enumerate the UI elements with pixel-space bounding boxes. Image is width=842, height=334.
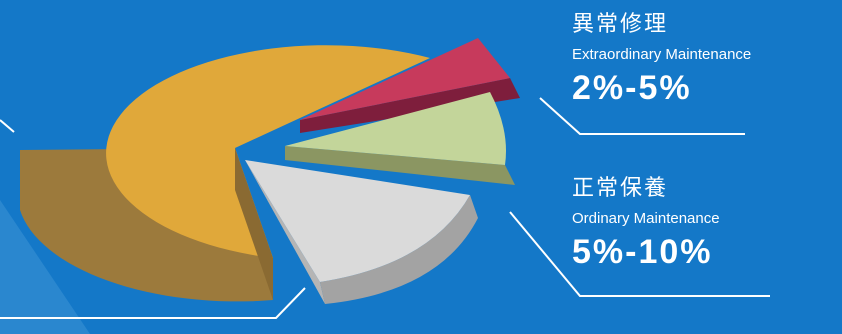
pie-slice-extraordinary — [300, 38, 510, 120]
extraordinary-label: 異常修理 Extraordinary Maintenance 2%-5% — [572, 6, 751, 108]
pie-slice-major-cut — [235, 148, 273, 300]
leader-line-left — [0, 119, 15, 133]
background-band — [0, 200, 90, 334]
pie-slice-ordinary-white-side — [320, 195, 478, 304]
extraordinary-label-en: Extraordinary Maintenance — [572, 46, 752, 63]
leader-line-ordinary — [509, 211, 770, 297]
ordinary-label-cn: 正常保養 — [572, 176, 669, 201]
ordinary-label-en: Ordinary Maintenance — [572, 210, 720, 227]
pie-slice-ordinary-green — [285, 92, 506, 165]
pie-slice-ordinary-green-side — [285, 146, 515, 185]
leader-line-bottom — [0, 287, 306, 319]
ordinary-label: 正常保養 Ordinary Maintenance 5%-10% — [572, 170, 720, 272]
extraordinary-label-cn: 異常修理 — [572, 12, 669, 37]
extraordinary-percentage: 2%-5% — [572, 69, 692, 107]
ordinary-percentage: 5%-10% — [572, 233, 713, 271]
pie-slice-ordinary-white-cut — [245, 160, 325, 304]
pie-slice-ordinary-white — [245, 160, 470, 282]
leader-line-extraordinary — [539, 97, 745, 135]
pie-slice-extraordinary-side — [300, 78, 520, 133]
pie-slice-major — [106, 45, 431, 258]
